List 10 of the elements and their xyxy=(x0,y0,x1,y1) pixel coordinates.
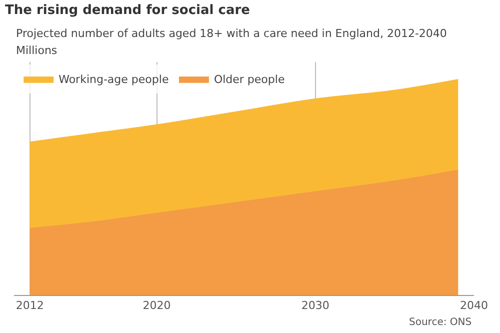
legend-label: Working-age people xyxy=(58,73,169,86)
x-tick-label: 2030 xyxy=(301,299,330,312)
x-tick-label: 2020 xyxy=(142,299,171,312)
legend-label: Older people xyxy=(214,73,285,86)
chart-title: The rising demand for social care xyxy=(5,3,250,18)
source-note: Source: ONS xyxy=(409,317,472,328)
y-axis-title: Millions xyxy=(16,44,58,57)
chart-subtitle: Projected number of adults aged 18+ with a care need in England, 2012-2040 xyxy=(16,27,447,40)
x-tick-label: 2040 xyxy=(460,299,488,312)
x-tick-label: 2012 xyxy=(16,299,44,312)
